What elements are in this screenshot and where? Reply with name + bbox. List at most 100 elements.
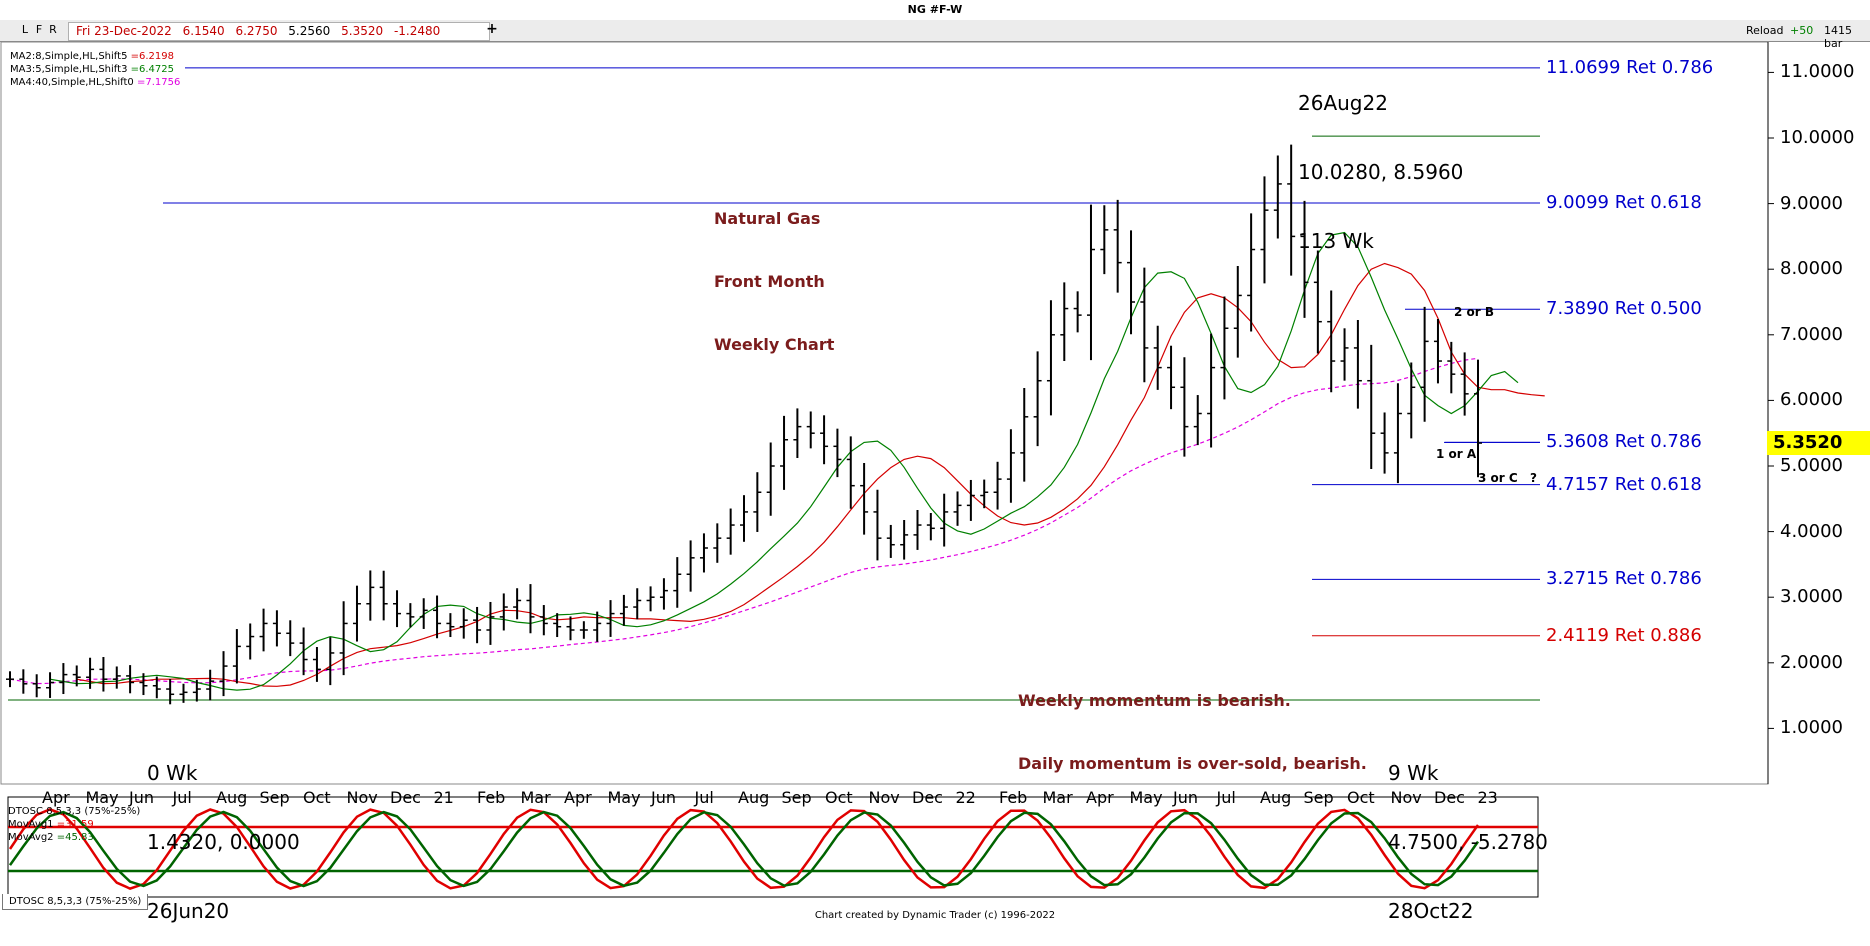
ohlc-low: 5.2560	[288, 24, 331, 38]
reload-button[interactable]: Reload	[1746, 24, 1784, 37]
title-line-2: Front Month	[714, 272, 825, 291]
ma2-line	[76, 262, 1545, 687]
price-bar	[139, 673, 148, 696]
price-bars	[6, 144, 1482, 705]
price-bar	[99, 657, 108, 692]
x-tick-label: Mar	[1042, 788, 1073, 807]
price-bar	[1287, 144, 1296, 276]
price-bar	[112, 666, 121, 689]
osc-movavg2-line	[8, 810, 1480, 888]
price-bar	[326, 637, 335, 686]
retracement-label: 3.2715 Ret 0.786	[1546, 568, 1702, 590]
x-tick-label: Dec	[390, 788, 421, 807]
price-bar	[766, 442, 775, 516]
price-bar	[1313, 250, 1322, 354]
x-tick-label: Feb	[477, 788, 506, 807]
question-mark: ?	[1530, 471, 1537, 485]
price-bar	[526, 584, 535, 634]
y-tick-label: 8.0000	[1780, 258, 1843, 280]
y-tick-label: 6.0000	[1780, 389, 1843, 411]
tb-button-l[interactable]: L	[21, 23, 29, 36]
price-bar	[1086, 204, 1095, 361]
bar-count: 1415 bar	[1824, 24, 1852, 50]
osc-movavg1-line	[8, 808, 1480, 890]
price-bar	[619, 594, 628, 626]
y-tick-label: 9.0000	[1780, 192, 1843, 214]
x-tick-label: Dec	[912, 788, 943, 807]
price-bar	[713, 523, 722, 563]
tb-button-f[interactable]: F	[35, 23, 43, 36]
price-bar	[166, 679, 175, 705]
price-bar	[993, 461, 1002, 510]
retracement-label: 4.7157 Ret 0.618	[1546, 473, 1702, 495]
price-bar	[953, 491, 962, 526]
price-bar	[940, 493, 949, 547]
price-bar	[793, 408, 802, 458]
price-bar	[352, 585, 361, 642]
price-bar	[486, 601, 495, 645]
price-bar	[126, 665, 135, 694]
price-bar	[1260, 176, 1269, 284]
price-bar	[1033, 351, 1042, 447]
price-bar	[59, 663, 68, 695]
x-tick-label: Jun	[129, 788, 154, 807]
x-tick-label: Aug	[738, 788, 770, 807]
ohlc-high: 6.2750	[235, 24, 278, 38]
ohlc-date: Fri 23-Dec-2022	[76, 24, 172, 38]
price-bar	[740, 495, 748, 542]
swing-lines	[8, 135, 1540, 701]
retracement-label: 9.0099 Ret 0.618	[1546, 191, 1702, 213]
x-tick-label: May	[607, 788, 641, 807]
price-bar	[499, 593, 508, 631]
price-bar	[232, 629, 241, 684]
chart-title-annotation: Natural Gas Front Month Weekly Chart	[714, 166, 834, 376]
price-bar	[980, 479, 989, 509]
x-tick-label: Apr	[1086, 788, 1114, 807]
ma3-legend: MA3:5,Simple,HL,Shift3 =6.4725	[10, 64, 174, 75]
price-bar	[900, 520, 909, 560]
price-bar	[820, 415, 829, 465]
tb-button-r[interactable]: R	[49, 23, 57, 36]
retracement-label: 5.3608 Ret 0.786	[1546, 431, 1702, 453]
price-bar	[926, 513, 935, 541]
price-bar	[886, 524, 895, 558]
price-bar	[219, 651, 228, 697]
x-tick-label: May	[1129, 788, 1163, 807]
price-bar	[1393, 383, 1402, 484]
price-bar	[513, 588, 522, 620]
price-bar	[913, 510, 922, 550]
y-tick-label: 10.0000	[1780, 127, 1855, 148]
oscillator-tab[interactable]: DTOSC 8,5,3,3 (75%-25%)	[2, 894, 149, 910]
price-bar	[459, 608, 468, 639]
price-bar	[846, 436, 855, 509]
price-bar	[339, 601, 348, 676]
price-bar	[1327, 290, 1336, 393]
retracement-label: 11.0699 Ret 0.786	[1546, 56, 1714, 78]
y-tick-label: 3.0000	[1780, 586, 1843, 608]
price-bar	[72, 665, 81, 687]
ma2-legend: MA2:8,Simple,HL,Shift5 =6.2198	[10, 51, 174, 62]
price-bar	[579, 621, 588, 639]
price-bar	[1220, 296, 1229, 400]
add-button[interactable]: +	[486, 21, 498, 37]
x-tick-label: Sep	[781, 788, 812, 807]
price-bar	[633, 588, 642, 620]
price-bar	[152, 676, 161, 699]
price-bar	[1474, 359, 1482, 478]
price-bar	[646, 586, 655, 612]
ma4-line	[9, 357, 1479, 685]
price-bar	[699, 533, 708, 573]
price-bar	[1193, 395, 1202, 446]
ma3-line	[49, 231, 1519, 691]
price-bar	[873, 489, 882, 561]
price-bar	[726, 508, 735, 555]
price-bar	[179, 683, 188, 703]
wave-b-label: 2 or B	[1454, 305, 1495, 319]
price-bar	[1447, 341, 1456, 394]
price-panel-frame	[0, 41, 1769, 785]
price-bar	[1167, 345, 1176, 410]
x-tick-label: May	[85, 788, 119, 807]
price-bar	[1180, 357, 1189, 457]
price-bar	[1460, 352, 1469, 416]
price-bar	[806, 411, 815, 449]
